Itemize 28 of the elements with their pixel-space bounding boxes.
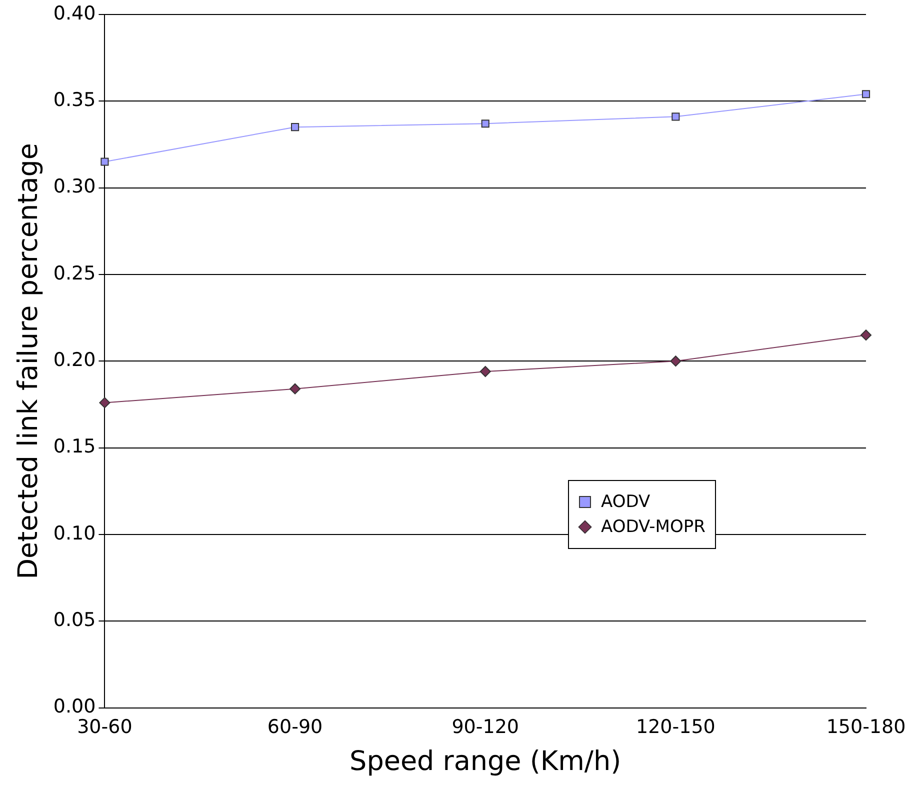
point bbox=[672, 112, 680, 121]
y-tick-label: 0.20 bbox=[53, 349, 96, 372]
x-axis-title: Speed range (Km/h) bbox=[350, 746, 622, 777]
x-tick-label: 120-150 bbox=[636, 716, 716, 738]
y-tick-label: 0.40 bbox=[53, 2, 96, 24]
y-tick-label: 0.25 bbox=[53, 262, 96, 284]
y-tick-label: 0.30 bbox=[53, 176, 96, 198]
x-tick-label: 150-180 bbox=[826, 716, 906, 738]
y-tick-label: 0.35 bbox=[53, 89, 96, 112]
y-tick-label: 0.00 bbox=[53, 696, 96, 718]
x-tick-label: 90-120 bbox=[452, 716, 520, 738]
point bbox=[481, 120, 490, 128]
y-tick-label: 0.05 bbox=[53, 609, 96, 632]
x-tick-label: 60-90 bbox=[267, 716, 323, 738]
y-tick-label: 0.10 bbox=[53, 522, 96, 544]
legend-label: AODV-MOPR bbox=[601, 517, 706, 537]
y-tick-label: 0.15 bbox=[53, 436, 96, 458]
y-axis-title: Detected link failure percentage bbox=[13, 142, 44, 580]
point bbox=[480, 366, 491, 377]
point bbox=[99, 397, 110, 408]
point bbox=[860, 330, 872, 341]
point bbox=[290, 123, 300, 132]
legend-label: AODV bbox=[601, 492, 650, 512]
point bbox=[290, 383, 301, 394]
point bbox=[100, 158, 109, 166]
x-tick-label: 30-60 bbox=[77, 716, 132, 738]
point bbox=[862, 90, 870, 98]
point bbox=[670, 356, 682, 367]
